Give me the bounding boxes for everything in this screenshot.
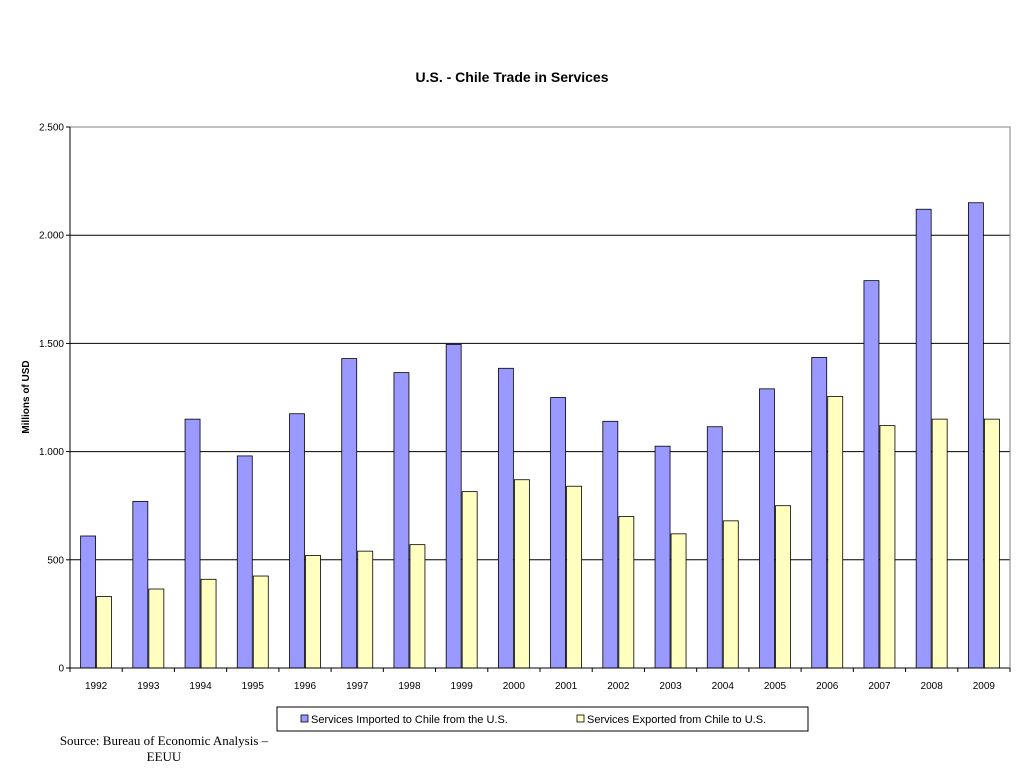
x-tick-label: 1992 (85, 681, 108, 692)
bar-imports (759, 388, 775, 669)
bar-exports (879, 425, 896, 669)
y-tick-label: 0 (58, 664, 64, 675)
legend-label: Services Exported from Chile to U.S. (587, 714, 766, 726)
x-tick-label: 2002 (607, 681, 630, 692)
x-tick-label: 1994 (189, 681, 212, 692)
gridlines (70, 234, 1010, 561)
bar-imports (811, 357, 828, 669)
bar-exports (983, 418, 1000, 669)
bar-imports (445, 344, 462, 669)
bar-exports (357, 550, 374, 669)
y-tick-label: 2.500 (39, 123, 64, 134)
x-tick-label: 2001 (555, 681, 578, 692)
y-tick-label: 1.000 (39, 447, 64, 458)
x-tick-label: 1995 (242, 681, 265, 692)
bar-imports (550, 397, 567, 669)
x-tick-label: 2000 (503, 681, 526, 692)
bar-imports (863, 280, 880, 669)
source-line-1: Source: Bureau of Economic Analysis – (59, 733, 269, 748)
source-note: Source: Bureau of Economic Analysis – EE… (14, 733, 314, 765)
bar-imports (706, 426, 723, 669)
bar-exports (513, 479, 530, 669)
x-tick-label: 1999 (451, 681, 474, 692)
bar-imports (236, 455, 253, 669)
bar-imports (654, 445, 671, 669)
y-tick-label: 500 (47, 555, 64, 566)
bar-exports (96, 596, 113, 669)
x-tick-label: 1997 (346, 681, 369, 692)
bar-imports (80, 535, 97, 669)
bar-exports (566, 485, 583, 669)
bar-imports (967, 202, 984, 669)
legend-swatch (300, 714, 309, 723)
x-tick-label: 1993 (137, 681, 160, 692)
bar-exports (827, 396, 844, 669)
bar-exports (409, 544, 426, 669)
bar-imports (602, 420, 619, 669)
x-tick-label: 1996 (294, 681, 317, 692)
bar-exports (670, 533, 687, 669)
bar-imports (393, 372, 410, 669)
bar-exports (931, 418, 948, 669)
bar-exports (252, 575, 269, 669)
source-line-2: EEUU (146, 749, 182, 764)
bar-exports (618, 516, 635, 669)
y-tick-label: 2.000 (39, 231, 64, 242)
x-tick-label: 2003 (659, 681, 682, 692)
bar-imports (497, 367, 514, 669)
axes: 0 500 1.000 1.500 2.000 2.500 1992 1993 1994 1995… (39, 123, 1011, 692)
legend-swatch (576, 714, 585, 723)
bar-exports (200, 578, 217, 669)
x-tick-label: 1998 (398, 681, 421, 692)
legend-label: Services Imported to Chile from the U.S. (311, 714, 508, 726)
bar-exports (148, 588, 165, 669)
bar-imports (915, 208, 932, 669)
bar-imports (289, 413, 305, 669)
bar-exports (722, 520, 739, 669)
x-tick-label: 2006 (816, 681, 839, 692)
legend-box (276, 706, 809, 732)
x-tick-label: 2008 (921, 681, 944, 692)
x-tick-label: 2005 (764, 681, 787, 692)
bar-imports (132, 500, 149, 669)
bar-exports (305, 555, 321, 669)
bar-exports (775, 505, 791, 669)
legend: Services Imported to Chile from the U.S.… (276, 706, 809, 732)
bar-exports (461, 491, 478, 669)
chart-title: U.S. - Chile Trade in Services (416, 69, 609, 85)
x-tick-label: 2007 (868, 681, 891, 692)
bars (80, 202, 1000, 669)
bar-imports (341, 358, 358, 669)
y-tick-label: 1.500 (39, 339, 64, 350)
bar-imports (184, 418, 201, 669)
x-tick-label: 2004 (712, 681, 735, 692)
y-axis-label: Millions of USD (21, 360, 32, 433)
x-tick-label: 2009 (973, 681, 996, 692)
